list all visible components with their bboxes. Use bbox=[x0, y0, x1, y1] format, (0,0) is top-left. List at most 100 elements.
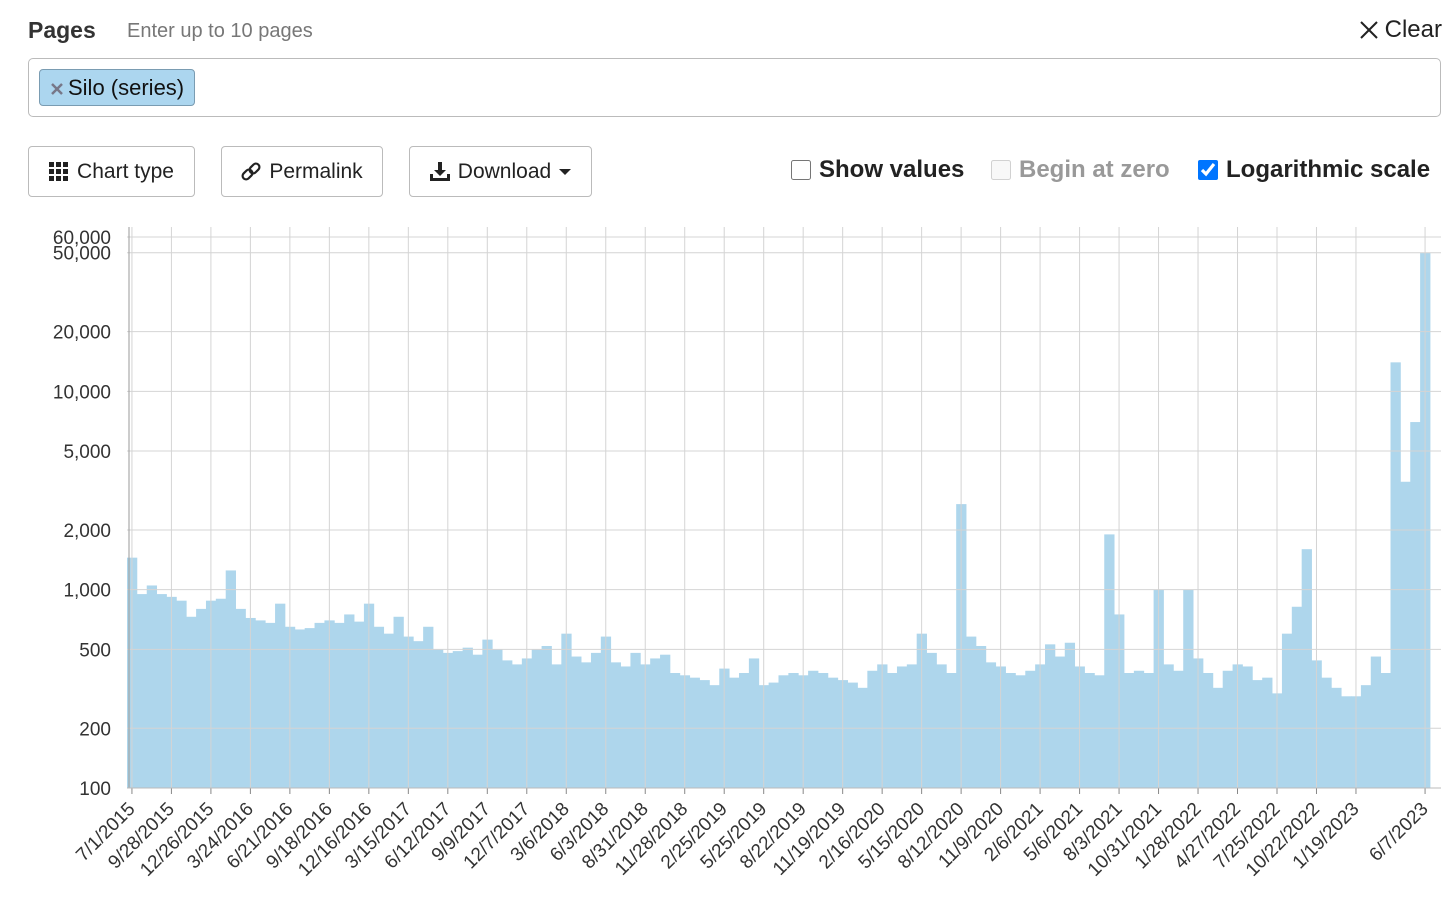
x-tick-label: 10/22/2022 bbox=[1242, 799, 1324, 881]
x-tick-label: 5/6/2021 bbox=[1020, 799, 1087, 866]
x-tick-label: 8/22/2019 bbox=[736, 799, 811, 874]
bar bbox=[1370, 656, 1382, 788]
bar bbox=[1123, 673, 1135, 788]
bar bbox=[788, 673, 799, 788]
bar bbox=[1133, 670, 1145, 788]
x-tick-label: 12/7/2017 bbox=[460, 799, 535, 874]
x-tick-label: 5/25/2019 bbox=[697, 799, 772, 874]
bar bbox=[245, 617, 256, 788]
download-icon bbox=[429, 161, 450, 181]
bar bbox=[610, 662, 621, 788]
button-label: Chart type bbox=[77, 159, 174, 183]
pages-label: Pages bbox=[28, 17, 96, 43]
bar bbox=[304, 628, 315, 788]
x-tick-label: 9/9/2017 bbox=[428, 799, 495, 866]
bar bbox=[1114, 614, 1125, 788]
bar bbox=[1252, 680, 1263, 788]
bar bbox=[857, 687, 868, 788]
bar bbox=[808, 670, 819, 788]
x-tick-label: 11/28/2018 bbox=[611, 799, 692, 880]
bar bbox=[1281, 633, 1293, 788]
bar bbox=[650, 658, 661, 788]
bar bbox=[1202, 673, 1214, 788]
bar bbox=[956, 504, 967, 788]
bar bbox=[344, 614, 355, 788]
checkbox[interactable] bbox=[1198, 160, 1218, 180]
clear-button[interactable]: Clear bbox=[1359, 16, 1442, 44]
bar bbox=[966, 636, 977, 788]
bar bbox=[798, 675, 809, 788]
bar bbox=[1074, 666, 1085, 788]
bar bbox=[975, 645, 987, 788]
bar bbox=[1143, 673, 1155, 788]
checkbox[interactable] bbox=[791, 160, 811, 180]
bar bbox=[1360, 685, 1372, 788]
bar bbox=[689, 677, 700, 788]
bar bbox=[827, 677, 839, 788]
page-input[interactable]: Silo (series) bbox=[28, 58, 1441, 117]
bar bbox=[403, 636, 414, 788]
option-label: Logarithmic scale bbox=[1226, 156, 1431, 183]
bar bbox=[531, 649, 542, 788]
bar bbox=[1380, 673, 1391, 788]
tag-remove[interactable] bbox=[50, 81, 64, 95]
checkbox[interactable] bbox=[991, 160, 1011, 180]
bar bbox=[867, 670, 878, 788]
x-tick-label: 4/27/2022 bbox=[1170, 799, 1245, 874]
bar bbox=[156, 594, 167, 788]
bar bbox=[906, 664, 918, 788]
bar bbox=[423, 626, 434, 788]
bar bbox=[1400, 481, 1411, 788]
button-label: Download bbox=[457, 159, 552, 183]
x-tick-label: 1/19/2023 bbox=[1289, 799, 1364, 874]
option[interactable]: Show values bbox=[791, 156, 964, 184]
x-tick-label: 8/12/2020 bbox=[894, 799, 969, 874]
y-tick-label: 20,000 bbox=[53, 323, 111, 344]
x-tick-label: 11/19/2019 bbox=[769, 799, 850, 880]
y-tick-label: 50,000 bbox=[53, 244, 111, 265]
bar bbox=[472, 654, 483, 788]
bar bbox=[581, 662, 592, 788]
bar bbox=[946, 673, 957, 788]
bar bbox=[363, 603, 375, 788]
bar bbox=[433, 649, 444, 788]
x-tick-label: 3/15/2017 bbox=[341, 799, 416, 874]
y-tick-label: 200 bbox=[79, 719, 111, 740]
bar bbox=[1301, 549, 1312, 788]
download-button[interactable]: Download bbox=[409, 146, 592, 197]
x-tick-label: 6/12/2017 bbox=[381, 799, 456, 874]
bar bbox=[926, 652, 937, 788]
bar bbox=[136, 594, 148, 788]
y-tick-label: 2,000 bbox=[63, 521, 111, 542]
y-tick-label: 100 bbox=[79, 779, 111, 800]
bar bbox=[521, 658, 533, 788]
grid-icon bbox=[49, 161, 69, 181]
bar bbox=[235, 608, 246, 788]
bar bbox=[699, 680, 710, 788]
pages-hint: Enter up to 10 pages bbox=[127, 20, 313, 42]
chart-type-button[interactable]: Chart type bbox=[28, 146, 195, 197]
bar bbox=[985, 662, 997, 788]
bar bbox=[679, 675, 691, 788]
bar bbox=[413, 641, 424, 788]
x-tick-label: 10/31/2021 bbox=[1084, 799, 1166, 881]
bar bbox=[225, 570, 236, 788]
bar bbox=[1153, 589, 1164, 788]
bar bbox=[1045, 644, 1056, 788]
x-tick-label: 12/16/2016 bbox=[294, 799, 376, 881]
option[interactable]: Begin at zero bbox=[991, 156, 1170, 184]
bar bbox=[590, 652, 602, 788]
x-tick-label: 8/3/2021 bbox=[1059, 799, 1126, 866]
tag-label: Silo (series) bbox=[68, 74, 185, 100]
bar bbox=[748, 658, 760, 788]
bar bbox=[719, 668, 730, 788]
bar bbox=[1420, 252, 1431, 788]
bar bbox=[373, 626, 385, 788]
bar bbox=[1331, 687, 1342, 788]
permalink-button[interactable]: Permalink bbox=[221, 146, 383, 197]
bar bbox=[1193, 658, 1204, 788]
bar bbox=[1015, 675, 1026, 788]
bar bbox=[1212, 687, 1224, 788]
option[interactable]: Logarithmic scale bbox=[1198, 156, 1430, 184]
